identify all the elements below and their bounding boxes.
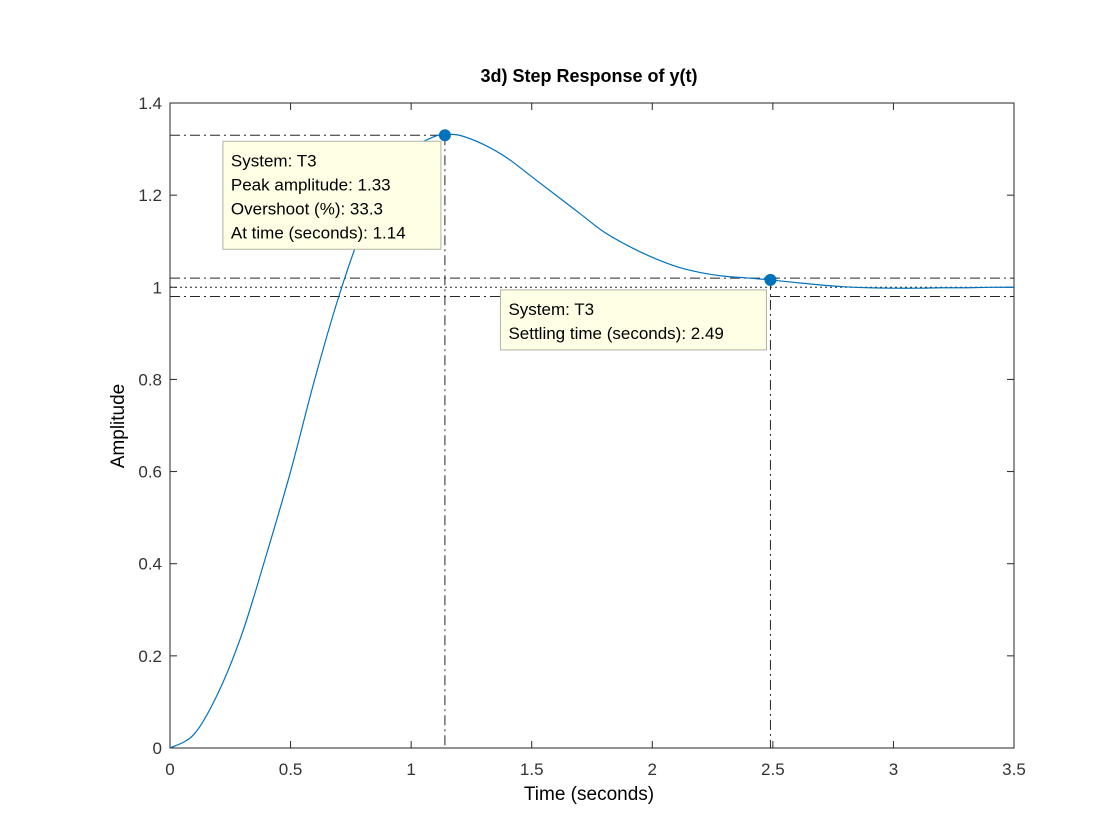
chart-title: 3d) Step Response of y(t) <box>480 66 697 86</box>
datatip-box <box>222 140 442 250</box>
datatip-text: System: T3 <box>231 151 317 170</box>
y-tick-label: 0.8 <box>138 370 162 389</box>
y-tick-label: 1 <box>153 278 162 297</box>
x-tick-label: 0.5 <box>279 760 303 779</box>
datatip-marker <box>764 273 777 286</box>
datatip-text: System: T3 <box>508 300 594 319</box>
plot-area: 0 0.5 1 1.5 2 2.5 3 3.5 0 0.2 0.4 0.6 0.8 1 1.2 1.4 Syst… <box>138 94 1025 779</box>
x-tick-label: 3.5 <box>1002 760 1026 779</box>
y-tick-label: 1.2 <box>138 186 162 205</box>
datatip-text: At time (seconds): 1.14 <box>231 223 406 242</box>
datatip-text: Settling time (seconds): 2.49 <box>508 324 723 343</box>
datatip-box <box>499 289 767 351</box>
y-tick-label: 0.2 <box>138 647 162 666</box>
x-tick-label: 0 <box>165 760 174 779</box>
x-tick-label: 2 <box>648 760 657 779</box>
y-tick-label: 1.4 <box>138 94 162 113</box>
datatip-text: Overshoot (%): 33.3 <box>231 199 383 218</box>
y-axis-label: Amplitude <box>108 384 129 469</box>
x-tick-label: 3 <box>889 760 898 779</box>
y-tick-label: 0 <box>153 739 162 758</box>
step-response-line <box>169 133 1015 749</box>
x-tick-label: 2.5 <box>761 760 785 779</box>
x-axis-label: Time (seconds) <box>524 784 654 805</box>
x-tick-label: 1.5 <box>520 760 544 779</box>
y-tick-label: 0.4 <box>138 555 162 574</box>
x-tick-label: 1 <box>406 760 415 779</box>
datatip-text: Peak amplitude: 1.33 <box>231 175 391 194</box>
datatip-marker <box>438 129 451 142</box>
y-tick-label: 0.6 <box>138 463 162 482</box>
